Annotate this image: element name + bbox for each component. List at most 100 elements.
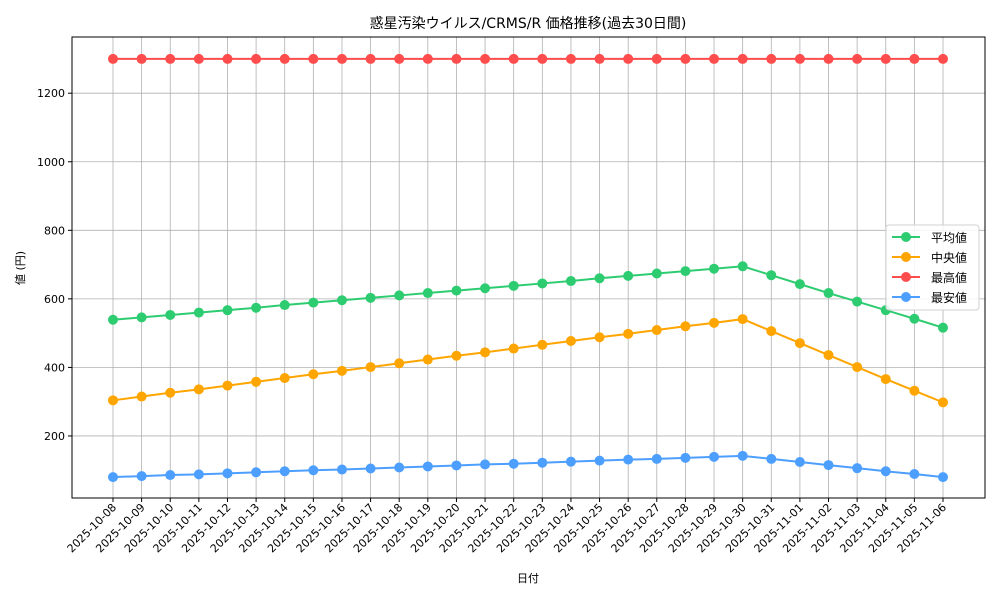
data-point — [623, 270, 634, 281]
data-point — [222, 468, 233, 479]
data-point — [537, 339, 548, 350]
data-point — [852, 463, 863, 474]
data-point — [938, 397, 948, 408]
legend-label: 平均値 — [931, 230, 967, 245]
y-tick-label: 1000 — [37, 156, 65, 169]
data-point — [709, 451, 720, 462]
data-point — [794, 279, 805, 290]
series-line — [112, 265, 944, 329]
legend-label: 最高値 — [931, 270, 967, 285]
y-tick-label: 400 — [44, 361, 65, 374]
series-0 — [108, 261, 948, 333]
data-point — [308, 297, 319, 308]
data-point — [651, 53, 662, 64]
data-point — [823, 288, 834, 299]
data-point — [651, 453, 662, 464]
series-1 — [108, 314, 948, 408]
data-point — [222, 380, 233, 391]
data-point — [508, 280, 519, 291]
data-point — [251, 376, 262, 387]
data-point — [909, 469, 920, 480]
data-point — [938, 472, 948, 483]
data-point — [165, 387, 176, 398]
data-point — [880, 374, 891, 385]
data-point — [852, 362, 863, 373]
data-point — [880, 53, 891, 64]
data-point — [709, 53, 720, 64]
data-point — [279, 466, 290, 477]
data-point — [336, 53, 347, 64]
data-point — [165, 53, 176, 64]
series-3 — [108, 450, 948, 483]
data-point — [737, 314, 748, 325]
data-point — [308, 53, 319, 64]
data-point — [766, 270, 777, 281]
data-point — [909, 385, 920, 396]
data-point — [480, 459, 491, 470]
data-point — [508, 53, 519, 64]
y-tick-label: 1200 — [37, 87, 65, 100]
data-point — [108, 53, 118, 64]
data-point — [480, 53, 491, 64]
data-point — [365, 463, 376, 474]
data-point — [766, 326, 777, 337]
data-point — [336, 295, 347, 306]
data-point — [880, 466, 891, 477]
data-point — [136, 312, 147, 323]
data-point — [651, 268, 662, 279]
legend-marker-icon — [901, 252, 911, 262]
data-point — [565, 276, 576, 287]
data-point — [623, 53, 634, 64]
data-point — [308, 465, 319, 476]
data-point — [451, 285, 462, 296]
series-2 — [108, 53, 948, 64]
legend-label: 最安値 — [931, 290, 967, 305]
data-point — [422, 354, 433, 365]
data-point — [308, 369, 319, 380]
data-point — [823, 350, 834, 361]
grid-lines — [72, 37, 985, 498]
data-point — [508, 343, 519, 354]
data-point — [737, 261, 748, 272]
legend-item: 最高値 — [892, 270, 967, 285]
data-point — [394, 290, 405, 301]
data-point — [766, 53, 777, 64]
data-point — [594, 332, 605, 343]
data-point — [422, 288, 433, 299]
legend-item: 最安値 — [892, 290, 967, 305]
data-point — [537, 457, 548, 468]
data-point — [251, 53, 262, 64]
data-point — [394, 53, 405, 64]
data-point — [565, 53, 576, 64]
data-point — [279, 53, 290, 64]
data-point — [422, 53, 433, 64]
data-point — [480, 283, 491, 294]
data-point — [794, 338, 805, 349]
data-point — [594, 273, 605, 284]
data-point — [222, 305, 233, 316]
data-point — [909, 53, 920, 64]
data-point — [365, 292, 376, 303]
data-point — [165, 309, 176, 320]
data-point — [136, 391, 147, 402]
data-point — [565, 336, 576, 347]
data-point — [222, 53, 233, 64]
legend-item: 中央値 — [892, 250, 967, 265]
series-line — [112, 454, 944, 479]
data-point — [766, 453, 777, 464]
y-tick-label: 200 — [44, 430, 65, 443]
data-point — [136, 53, 147, 64]
data-point — [279, 373, 290, 384]
data-point — [565, 456, 576, 467]
legend-box — [885, 224, 980, 311]
data-point — [623, 328, 634, 339]
legend-marker-icon — [901, 292, 911, 302]
data-point — [451, 460, 462, 471]
data-point — [823, 460, 834, 471]
axes-frame — [71, 36, 986, 499]
legend-label: 中央値 — [931, 250, 967, 265]
data-point — [108, 395, 118, 406]
data-point — [794, 53, 805, 64]
data-point — [336, 365, 347, 376]
data-point — [336, 464, 347, 475]
